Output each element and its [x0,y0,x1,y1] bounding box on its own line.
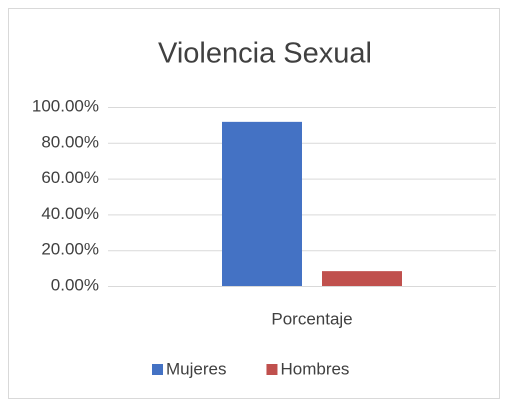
legend-swatch [266,364,278,375]
legend-swatch [152,364,163,375]
y-tick-label: 60.00% [41,168,99,187]
y-tick-label: 100.00% [32,96,99,115]
bar [222,121,302,287]
x-tick-label: Porcentaje [271,309,352,328]
y-tick-label: 80.00% [41,132,99,151]
bar [322,271,402,286]
chart-title: Violencia Sexual [158,38,372,70]
legend-label: Mujeres [166,359,226,378]
y-tick-label: 0.00% [51,275,99,294]
y-tick-label: 40.00% [41,204,99,223]
y-tick-label: 20.00% [41,240,99,259]
legend-label: Hombres [280,359,349,378]
